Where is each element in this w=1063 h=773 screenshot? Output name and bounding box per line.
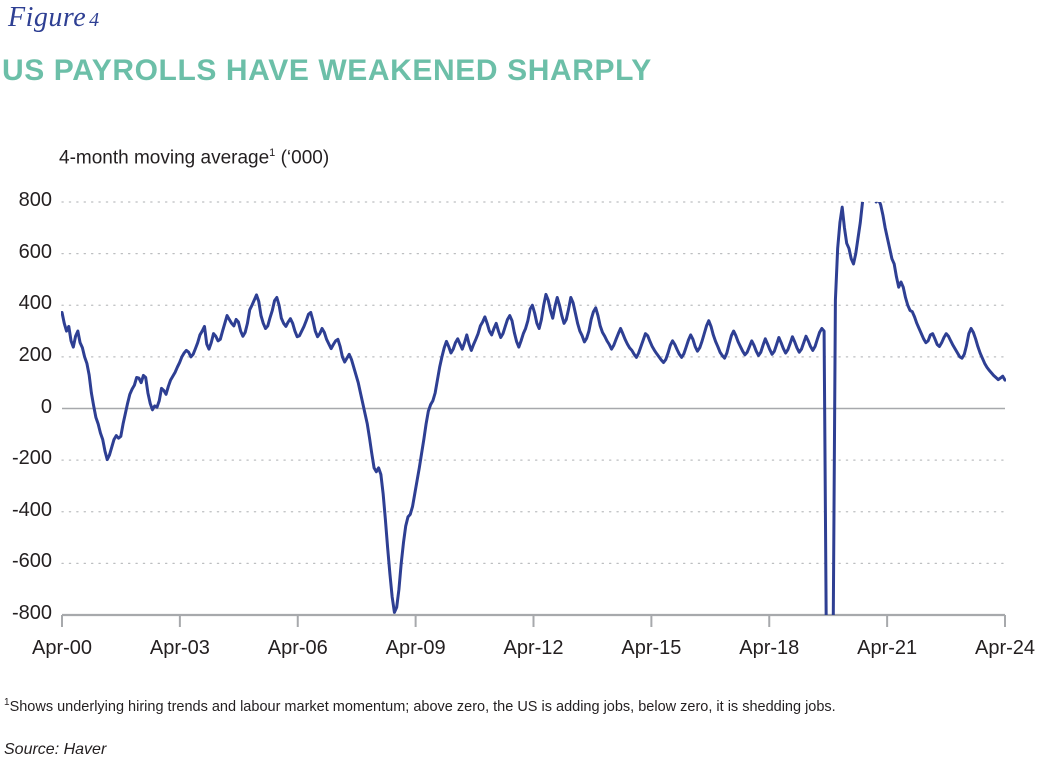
x-axis-tick-label: Apr-00 [31, 637, 93, 659]
x-axis-tick-label: Apr-24 [974, 637, 1036, 659]
page-title: US PAYROLLS HAVE WEAKENED SHARPLY [2, 54, 652, 87]
y-axis-tick-label: 0 [40, 395, 52, 418]
y-axis-title: 4-month moving average1 (‘000) [59, 147, 329, 169]
figure-number: 4 [89, 9, 100, 31]
source-note: Source: Haver [4, 741, 107, 758]
y-axis-tick-label: 600 [18, 240, 52, 263]
x-axis-tick-label: Apr-12 [503, 637, 564, 659]
figure-label-text: Figure [8, 2, 87, 33]
y-axis-units: (‘000) [275, 147, 330, 169]
x-axis-tick-label: Apr-06 [267, 637, 328, 659]
figure-label: Figure 4 [8, 2, 100, 34]
footnote: 1Shows underlying hiring trends and labo… [4, 697, 836, 715]
y-axis-tick-label: -600 [11, 550, 52, 573]
x-axis-tick-label: Apr-03 [149, 637, 210, 659]
footnote-marker: 1 [4, 697, 10, 708]
y-axis-tick-label: 400 [18, 292, 52, 315]
y-axis-tick-label: -400 [11, 498, 52, 521]
y-axis-tick-label: 200 [18, 343, 52, 366]
y-axis-title-text: 4-month moving average [59, 147, 270, 169]
y-axis-tick-label: -800 [11, 602, 52, 624]
y-axis-tick-label: -200 [11, 447, 52, 470]
y-axis-tick-label: 800 [18, 189, 52, 211]
x-axis-tick-label: Apr-15 [621, 637, 682, 659]
y-axis-footnote-marker: 1 [269, 147, 276, 159]
footnote-text: Shows underlying hiring trends and labou… [9, 698, 836, 715]
x-axis-tick-label: Apr-18 [739, 637, 800, 659]
x-axis-tick-label: Apr-21 [857, 637, 918, 659]
x-axis-tick-label: Apr-09 [385, 637, 446, 659]
